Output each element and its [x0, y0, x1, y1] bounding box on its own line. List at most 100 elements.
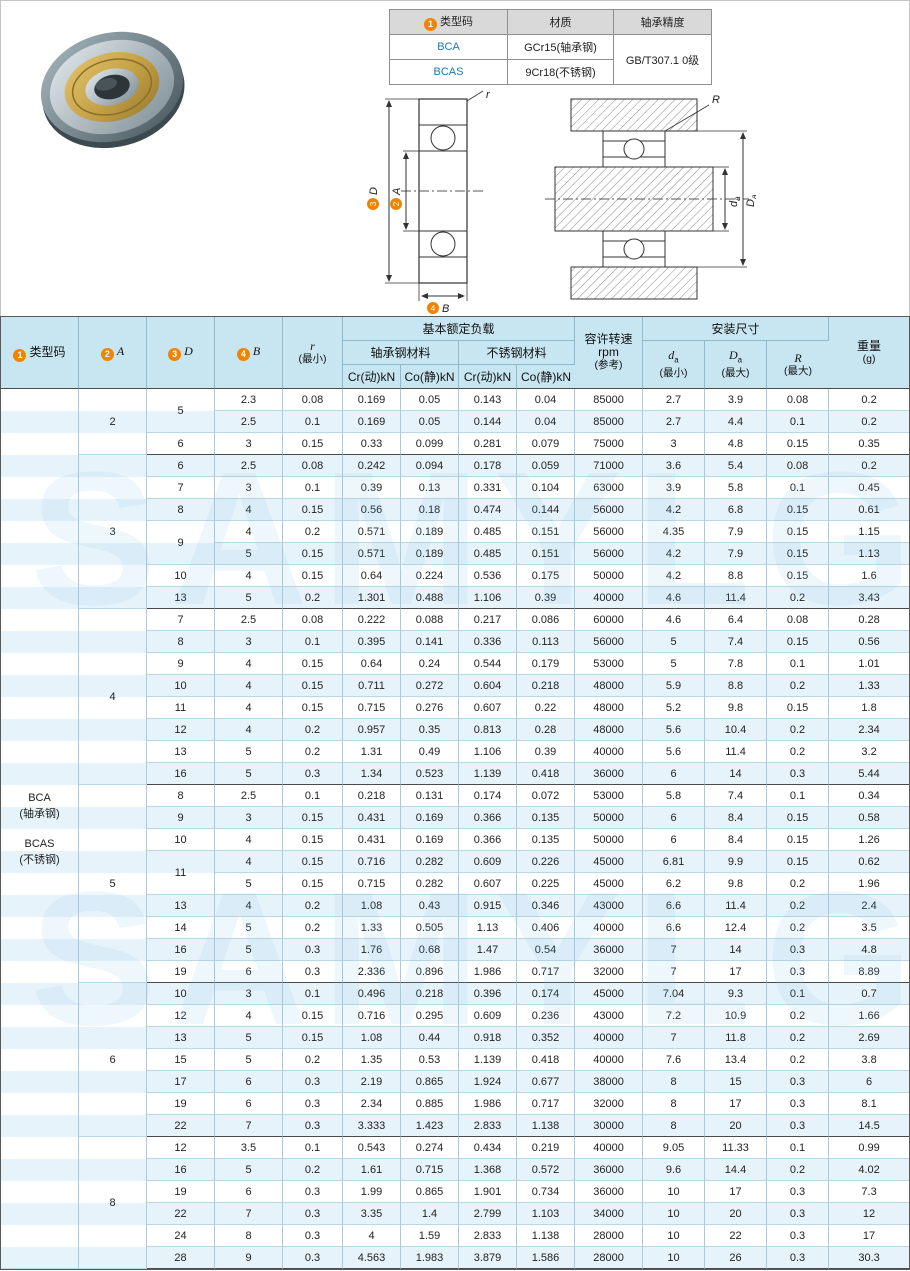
cell-R-max: 0.15 — [767, 631, 830, 653]
cell-weight: 7.3 — [829, 1181, 910, 1203]
cell-da-min: 5 — [643, 631, 706, 653]
info-header-material: 材质 — [507, 9, 614, 35]
cell-R-max: 0.08 — [767, 389, 830, 411]
spec-row: 24 8 0.3 4 1.59 2.833 1.138 28000 10 22 0.3 17 — [1, 1225, 910, 1247]
cell-weight: 5.44 — [829, 763, 910, 785]
cell-weight: 0.7 — [829, 983, 910, 1005]
col-header-speed: 容许转速 rpm (参考) — [575, 317, 644, 389]
cell-cr-steel: 0.56 — [343, 499, 401, 521]
cell-Da-max: 17 — [705, 1093, 768, 1115]
cell-cr-steel: 1.33 — [343, 917, 401, 939]
cell-cr-steel: 0.33 — [343, 433, 401, 455]
spec-row: 4 7 2.5 0.08 0.222 0.088 0.217 0.086 60000 4.6 6.4… — [1, 609, 910, 785]
cell-R-max: 0.2 — [767, 719, 830, 741]
cell-rpm: 48000 — [575, 697, 644, 719]
cell-d: 9 — [147, 807, 215, 829]
cell-cr-steel: 1.99 — [343, 1181, 401, 1203]
cell-R-max: 0.15 — [767, 851, 830, 873]
cell-b: 5 — [215, 587, 283, 609]
cell-rpm: 28000 — [575, 1247, 644, 1269]
cell-weight: 0.2 — [829, 411, 910, 433]
svg-text:da: da — [728, 196, 742, 207]
cell-R-max: 0.3 — [767, 939, 830, 961]
cell-d: 9 — [147, 521, 215, 565]
cell-da-min: 7 — [643, 961, 706, 983]
cell-rpm: 32000 — [575, 1093, 644, 1115]
cell-co-stainless: 0.086 — [517, 609, 576, 631]
cell-r-min: 0.3 — [283, 1247, 343, 1269]
cell-rpm: 30000 — [575, 1115, 644, 1137]
cell-rpm: 50000 — [575, 807, 644, 829]
dim-label-D: 3 D — [367, 187, 380, 210]
cell-Da-max: 5.4 — [705, 455, 768, 477]
cell-cr-steel: 0.543 — [343, 1137, 401, 1159]
cell-rpm: 75000 — [575, 433, 644, 455]
info-header-precision: 轴承精度 — [613, 9, 712, 35]
cell-co-stainless: 0.717 — [517, 961, 576, 983]
cell-b: 5 — [215, 939, 283, 961]
cell-co-stainless: 0.677 — [517, 1071, 576, 1093]
cell-Da-max: 10.4 — [705, 719, 768, 741]
badge-2-icon: 2 — [100, 348, 114, 361]
cell-co-steel: 0.218 — [401, 983, 459, 1005]
spec-row: 19 6 0.3 2.336 0.896 1.986 0.717 32000 7 17 0.3 8.8… — [1, 961, 910, 983]
dim-label-Da: Da — [745, 194, 756, 207]
cell-r-min: 0.15 — [283, 675, 343, 697]
cell-Da-max: 11.8 — [705, 1027, 768, 1049]
cell-da-min: 7 — [643, 939, 706, 961]
svg-text:B: B — [442, 303, 449, 315]
cell-co-stainless: 0.225 — [517, 873, 576, 895]
cell-rpm: 50000 — [575, 829, 644, 851]
cell-d: 8 — [147, 785, 215, 807]
cell-d: 14 — [147, 917, 215, 939]
cell-cr-stainless: 0.366 — [459, 829, 517, 851]
cell-rpm: 40000 — [575, 741, 644, 763]
cell-cr-stainless: 0.607 — [459, 697, 517, 719]
cell-r-min: 0.2 — [283, 521, 343, 543]
cell-co-stainless: 0.04 — [517, 411, 576, 433]
cell-cr-steel: 0.222 — [343, 609, 401, 631]
cell-cr-stainless: 0.434 — [459, 1137, 517, 1159]
cell-co-steel: 0.43 — [401, 895, 459, 917]
col-header-bearing-steel: 轴承钢材料 — [343, 341, 459, 365]
cell-r-min: 0.3 — [283, 1225, 343, 1247]
spec-row: 19 6 0.3 2.34 0.885 1.986 0.717 32000 8 17 0.3 8.1 — [1, 1093, 910, 1115]
cell-co-steel: 0.282 — [401, 873, 459, 895]
cell-cr-stainless: 0.217 — [459, 609, 517, 631]
cell-co-steel: 0.35 — [401, 719, 459, 741]
cell-cr-stainless: 0.366 — [459, 807, 517, 829]
material-bca: GCr15(轴承钢) — [507, 34, 614, 60]
cell-cr-steel: 0.715 — [343, 873, 401, 895]
cell-r-min: 0.08 — [283, 455, 343, 477]
spec-row: 14 5 0.2 1.33 0.505 1.13 0.406 40000 6.6 12.4 0.2 3… — [1, 917, 910, 939]
cell-r-min: 0.2 — [283, 917, 343, 939]
cell-rpm: 34000 — [575, 1203, 644, 1225]
cell-b: 6 — [215, 1181, 283, 1203]
spec-row: 22 7 0.3 3.35 1.4 2.799 1.103 34000 10 20 0.3 12 — [1, 1203, 910, 1225]
cell-co-steel: 0.523 — [401, 763, 459, 785]
cell-cr-stainless: 0.281 — [459, 433, 517, 455]
cell-r-min: 0.1 — [283, 477, 343, 499]
cell-cr-steel: 0.571 — [343, 543, 401, 565]
cell-d: 12 — [147, 1005, 215, 1027]
spec-row: 22 7 0.3 3.333 1.423 2.833 1.138 30000 8 20 0.3 14.… — [1, 1115, 910, 1137]
cell-b: 4 — [215, 829, 283, 851]
cell-d: 22 — [147, 1115, 215, 1137]
cell-Da-max: 3.9 — [705, 389, 768, 411]
cell-co-steel: 1.423 — [401, 1115, 459, 1137]
cell-da-min: 6 — [643, 807, 706, 829]
cell-cr-stainless: 0.396 — [459, 983, 517, 1005]
cell-d: 16 — [147, 939, 215, 961]
cell-cr-steel: 1.61 — [343, 1159, 401, 1181]
cell-co-stainless: 0.079 — [517, 433, 576, 455]
cell-weight: 0.58 — [829, 807, 910, 829]
cell-rpm: 36000 — [575, 939, 644, 961]
cell-cr-stainless: 0.174 — [459, 785, 517, 807]
cell-b: 4 — [215, 675, 283, 697]
cell-weight: 3.5 — [829, 917, 910, 939]
cell-co-stainless: 0.059 — [517, 455, 576, 477]
spec-row: 15 5 0.2 1.35 0.53 1.139 0.418 40000 7.6 13.4 0.2 3… — [1, 1049, 910, 1071]
cell-r-min: 0.1 — [283, 785, 343, 807]
cell-r-min: 0.3 — [283, 763, 343, 785]
cell-weight: 2.4 — [829, 895, 910, 917]
